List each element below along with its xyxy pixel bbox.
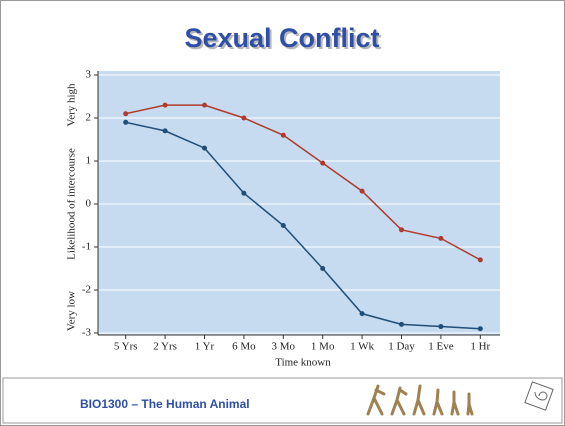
y-tick-label: 2 (86, 112, 92, 124)
y-tick-label: 1 (86, 155, 92, 167)
point (399, 322, 404, 327)
point (438, 324, 443, 329)
y-tick-label: 0 (86, 198, 92, 210)
point (320, 266, 325, 271)
point (163, 128, 168, 133)
x-tick-label: 1 Mo (311, 341, 335, 353)
point (202, 103, 207, 108)
x-tick-label: 2 Yrs (153, 341, 177, 353)
point (241, 191, 246, 196)
point (438, 236, 443, 241)
point (281, 223, 286, 228)
slide: Sexual Conflict Sexual Conflict BIO1300 … (0, 0, 565, 426)
chart-title: Sexual Conflict (184, 23, 379, 53)
annotation: Very low (66, 291, 78, 331)
point (281, 133, 286, 138)
point (360, 189, 365, 194)
point (123, 120, 128, 125)
y-tick-label: -1 (82, 241, 91, 253)
point (241, 116, 246, 121)
x-tick-label: 1 Wk (350, 341, 374, 353)
x-tick-label: 1 Eve (428, 341, 453, 353)
plot-area (98, 71, 500, 335)
point (478, 257, 483, 262)
y-tick-label: -3 (82, 327, 92, 339)
x-tick-label: 3 Mo (272, 341, 296, 353)
x-tick-label: 5 Yrs (114, 341, 138, 353)
point (399, 227, 404, 232)
x-axis-label: Time known (275, 357, 331, 369)
x-tick-label: 1 Hr (470, 341, 490, 353)
point (478, 326, 483, 331)
point (320, 161, 325, 166)
x-tick-label: 1 Yr (195, 341, 215, 353)
point (123, 111, 128, 116)
y-tick-label: 3 (86, 69, 92, 81)
point (360, 311, 365, 316)
footer-text: BIO1300 – The Human Animal (80, 397, 250, 411)
x-tick-label: 6 Mo (232, 341, 256, 353)
point (163, 103, 168, 108)
y-axis-label: Likelihood of intercourse (66, 148, 78, 260)
point (202, 146, 207, 151)
y-tick-label: -2 (82, 284, 91, 296)
x-tick-label: 1 Day (388, 341, 415, 353)
annotation: Very high (66, 83, 78, 127)
